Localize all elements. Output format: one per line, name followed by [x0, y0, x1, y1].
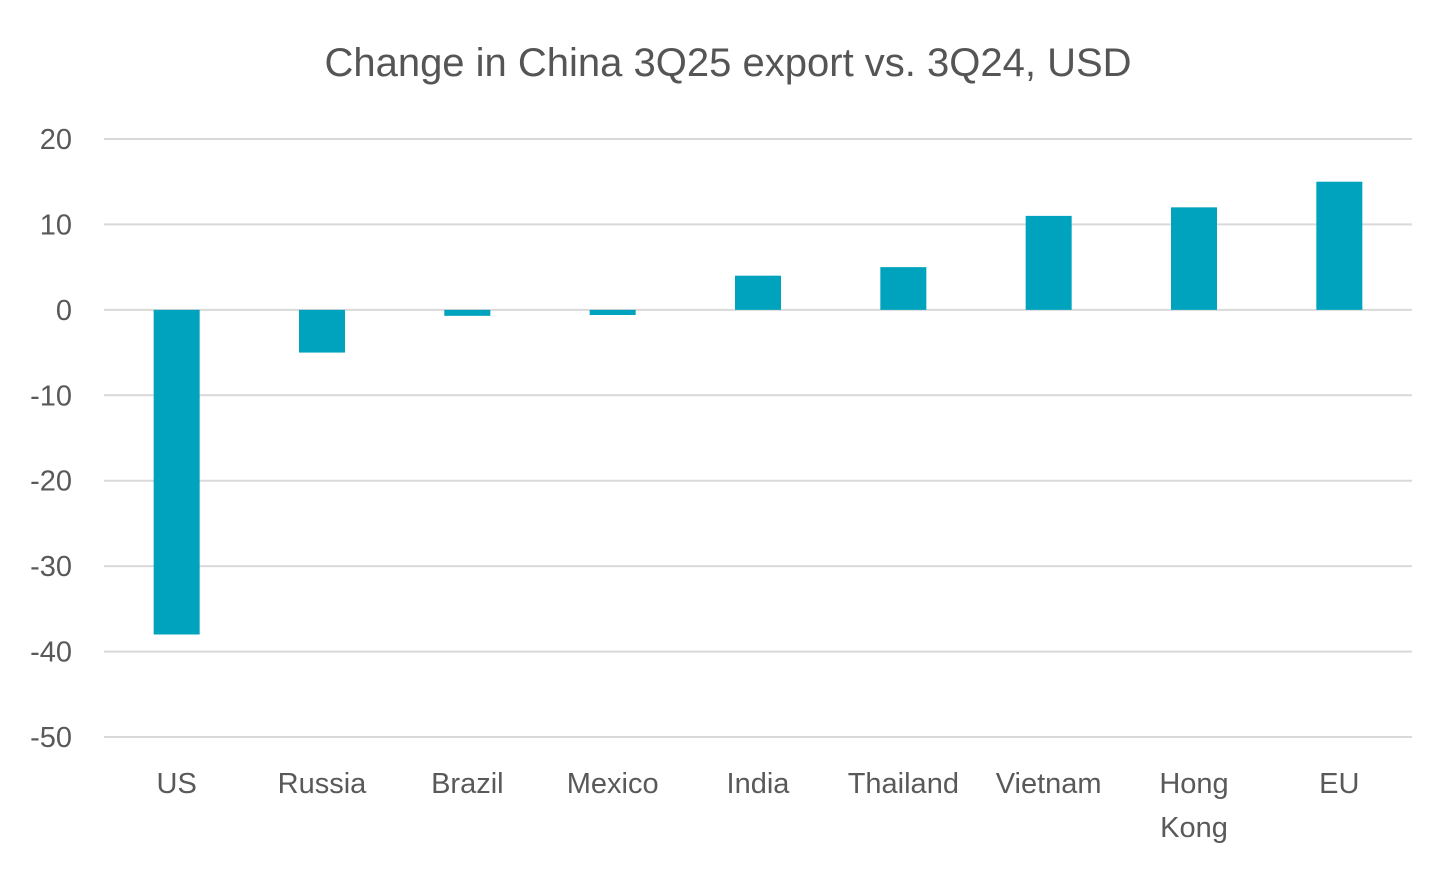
x-tick-label: Hong Kong: [1159, 768, 1228, 844]
y-tick-label: -20: [30, 466, 72, 498]
bar-russia: [299, 309, 345, 353]
x-tick-label: Thailand: [848, 768, 959, 800]
x-tick-label-line: Hong: [1159, 768, 1228, 800]
x-tick-label: India: [727, 768, 791, 800]
y-axis-ticks: 20 10 0 -10 -20 -30 -40 -50: [30, 124, 72, 754]
x-tick-label-line: US: [157, 768, 197, 800]
bar-thailand: [880, 267, 927, 310]
x-tick-label-line: India: [727, 768, 791, 800]
y-tick-label: 0: [56, 295, 72, 327]
bar-hong-kong: [1171, 207, 1217, 310]
bar-india: [735, 275, 781, 310]
x-tick-label-line: Russia: [278, 768, 368, 800]
x-axis-labels: US Russia Brazil Mexico India Thailand Vietnam…: [157, 768, 1360, 844]
y-tick-label: 10: [40, 209, 72, 241]
bar-us: [153, 309, 200, 635]
x-tick-label-line: Kong: [1160, 812, 1228, 844]
x-tick-label-line: EU: [1319, 768, 1359, 800]
bar-vietnam: [1025, 215, 1072, 310]
bar-eu: [1316, 181, 1363, 310]
y-tick-label: -40: [30, 637, 72, 669]
y-tick-label: -50: [30, 722, 72, 754]
x-tick-label: EU: [1319, 768, 1359, 800]
x-tick-label: Russia: [278, 768, 368, 800]
bar-mexico: [589, 309, 636, 315]
chart-title: Change in China 3Q25 export vs. 3Q24, US…: [324, 41, 1131, 85]
x-tick-label: Mexico: [567, 768, 659, 800]
x-tick-label-line: Mexico: [567, 768, 659, 800]
y-tick-label: 20: [40, 124, 72, 156]
bars: [153, 181, 1363, 635]
bar-brazil: [444, 309, 491, 316]
y-tick-label: -30: [30, 551, 72, 583]
y-tick-label: -10: [30, 380, 72, 412]
x-tick-label: Brazil: [431, 768, 504, 800]
x-tick-label-line: Vietnam: [996, 768, 1102, 800]
x-tick-label-line: Thailand: [848, 768, 959, 800]
x-tick-label: Vietnam: [996, 768, 1102, 800]
x-tick-label: US: [157, 768, 197, 800]
x-tick-label-line: Brazil: [431, 768, 504, 800]
